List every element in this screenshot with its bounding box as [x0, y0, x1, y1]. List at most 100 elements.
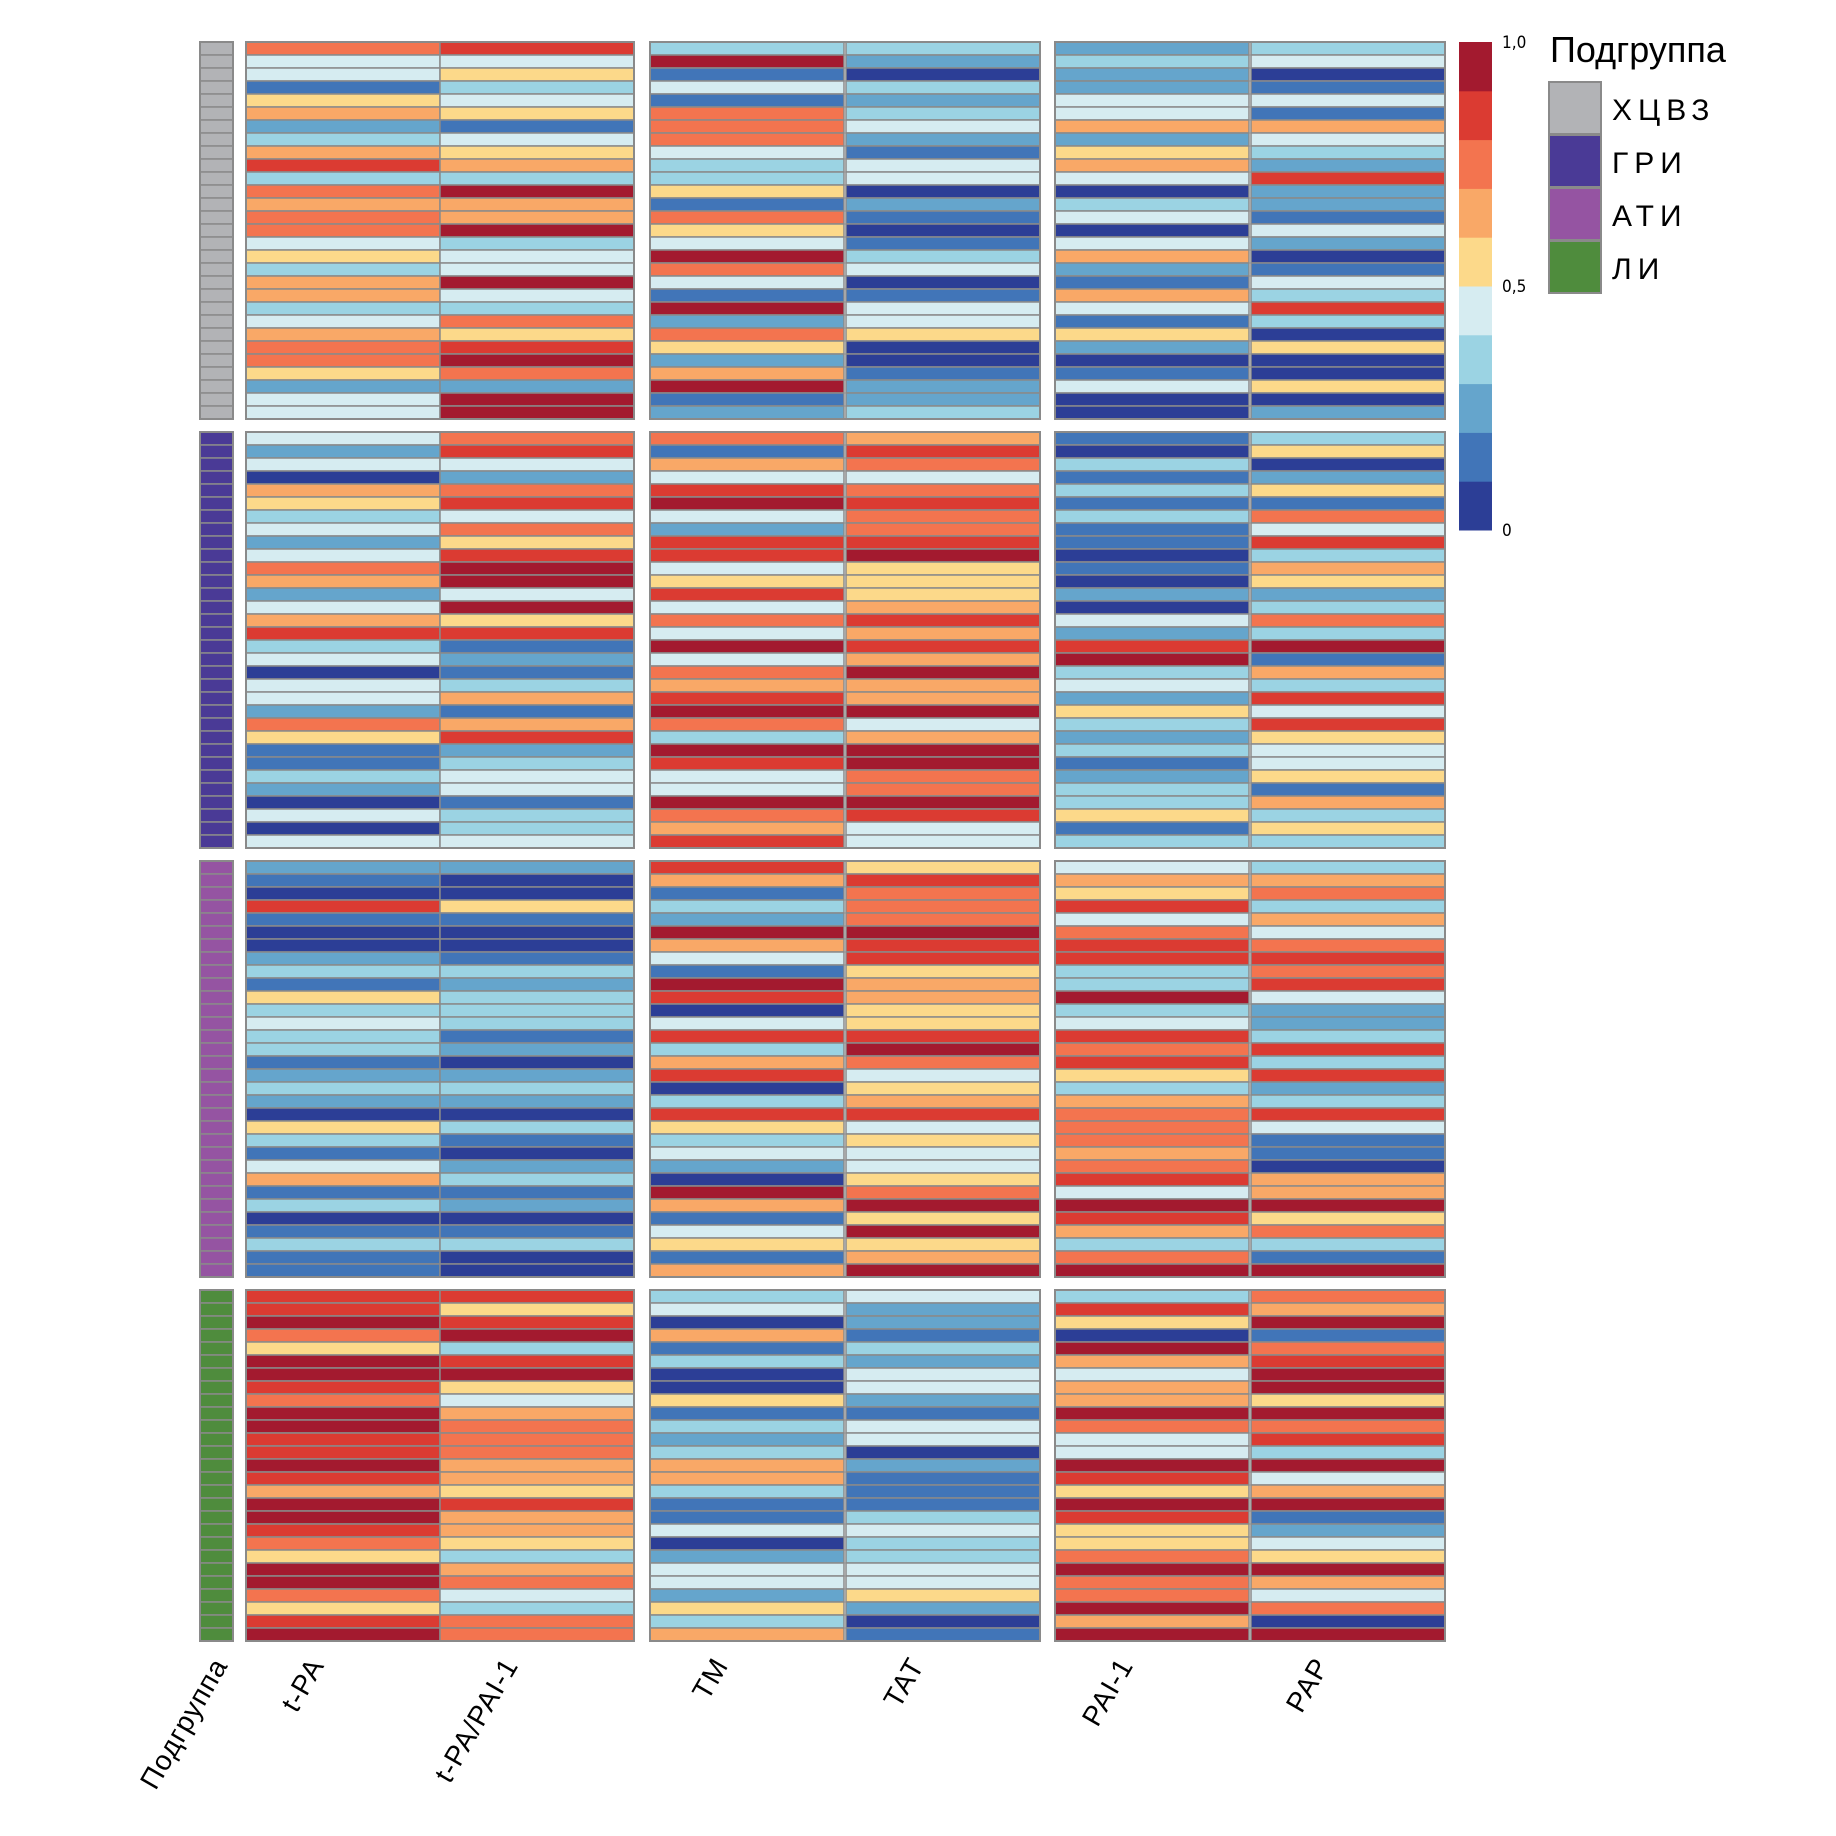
heatmap-cell: [1054, 1393, 1250, 1408]
annotation-cell: [199, 1016, 234, 1031]
heatmap-cell: [1250, 756, 1446, 771]
annotation-cell: [199, 1549, 234, 1564]
heatmap-cell: [1250, 951, 1446, 966]
heatmap-cell: [649, 1432, 845, 1447]
heatmap-cell: [1054, 1497, 1250, 1512]
heatmap-cell: [245, 1237, 441, 1252]
heatmap-cell: [245, 1146, 441, 1161]
heatmap-cell: [439, 977, 635, 992]
heatmap-cell: [439, 1328, 635, 1343]
heatmap-cell: [439, 743, 635, 758]
heatmap-cell: [439, 1081, 635, 1096]
annotation-cell: [199, 314, 234, 329]
heatmap-cell: [649, 1302, 845, 1317]
heatmap-cell: [439, 717, 635, 732]
heatmap-cell: [439, 1159, 635, 1174]
heatmap-cell: [845, 756, 1041, 771]
heatmap-cell: [1250, 522, 1446, 537]
heatmap-cell: [245, 93, 441, 108]
heatmap-cell: [845, 93, 1041, 108]
heatmap-cell: [1054, 912, 1250, 927]
heatmap-cell: [439, 925, 635, 940]
heatmap-cell: [439, 262, 635, 277]
heatmap-cell: [1054, 990, 1250, 1005]
annotation-cell: [199, 1263, 234, 1278]
heatmap-cell: [439, 119, 635, 134]
heatmap-cell: [649, 275, 845, 290]
annotation-cell: [199, 1510, 234, 1525]
annotation-cell: [199, 886, 234, 901]
heatmap-cell: [439, 1172, 635, 1187]
annotation-cell: [199, 288, 234, 303]
heatmap-cell: [245, 678, 441, 693]
heatmap-cell: [245, 1458, 441, 1473]
heatmap-cell: [845, 1146, 1041, 1161]
annotation-cell: [199, 301, 234, 316]
heatmap-cell: [845, 1367, 1041, 1382]
heatmap-cell: [1250, 704, 1446, 719]
annotation-block-frame: [199, 860, 234, 1278]
heatmap-cell: [1054, 1341, 1250, 1356]
heatmap-cell: [649, 1471, 845, 1486]
heatmap-cell: [845, 444, 1041, 459]
colorbar-bin: [1459, 383, 1492, 433]
heatmap-cell: [245, 808, 441, 823]
heatmap-cell: [845, 912, 1041, 927]
heatmap-cell: [1250, 691, 1446, 706]
heatmap-cell: [1250, 1016, 1446, 1031]
heatmap-cell: [1054, 1471, 1250, 1486]
heatmap-cell: [649, 548, 845, 563]
heatmap-cell: [845, 1120, 1041, 1135]
heatmap-cell: [245, 275, 441, 290]
heatmap-cell: [439, 1042, 635, 1057]
heatmap-cell: [439, 1107, 635, 1122]
heatmap-cell: [649, 1549, 845, 1564]
heatmap-cell: [245, 1445, 441, 1460]
heatmap-cell: [1250, 1627, 1446, 1642]
legend-item-label: ХЦВЗ: [1612, 94, 1715, 127]
heatmap-cell: [1250, 665, 1446, 680]
heatmap-cell: [649, 873, 845, 888]
annotation-cell: [199, 912, 234, 927]
heatmap-cell: [845, 873, 1041, 888]
heatmap-cell: [1054, 938, 1250, 953]
heatmap-cell: [1054, 93, 1250, 108]
heatmap-cell: [1250, 483, 1446, 498]
colorbar-bin: [1459, 481, 1492, 531]
heatmap-cell: [845, 587, 1041, 602]
annotation-cell: [199, 1250, 234, 1265]
heatmap-cell: [1054, 379, 1250, 394]
heatmap-cell: [845, 1419, 1041, 1434]
heatmap-cell: [649, 1094, 845, 1109]
annotation-cell: [199, 1471, 234, 1486]
heatmap-cell: [439, 301, 635, 316]
heatmap-cell: [245, 314, 441, 329]
heatmap-cell: [439, 808, 635, 823]
heatmap-cell: [845, 210, 1041, 225]
annotation-cell: [199, 405, 234, 420]
annotation-cell: [199, 1484, 234, 1499]
heatmap-cell: [1250, 1302, 1446, 1317]
heatmap-cell: [649, 496, 845, 511]
annotation-cell: [199, 1367, 234, 1382]
heatmap-cell: [649, 600, 845, 615]
heatmap-cell: [845, 132, 1041, 147]
annotation-cell: [199, 509, 234, 524]
heatmap-cell: [1250, 1432, 1446, 1447]
annotation-block-frame: [199, 41, 234, 420]
heatmap-cell: [245, 1406, 441, 1421]
heatmap-cell: [845, 1081, 1041, 1096]
heatmap-cell: [649, 171, 845, 186]
heatmap-cell: [845, 483, 1041, 498]
heatmap-cell: [439, 1406, 635, 1421]
heatmap-cell: [439, 340, 635, 355]
heatmap-cell: [845, 158, 1041, 173]
heatmap-cell: [649, 1406, 845, 1421]
heatmap-cell: [845, 1185, 1041, 1200]
heatmap-cell: [1250, 1068, 1446, 1083]
heatmap-cell: [1054, 1354, 1250, 1369]
annotation-cell: [199, 119, 234, 134]
heatmap-cell: [1250, 1029, 1446, 1044]
heatmap-cell: [1054, 1445, 1250, 1460]
heatmap-cell: [649, 1510, 845, 1525]
